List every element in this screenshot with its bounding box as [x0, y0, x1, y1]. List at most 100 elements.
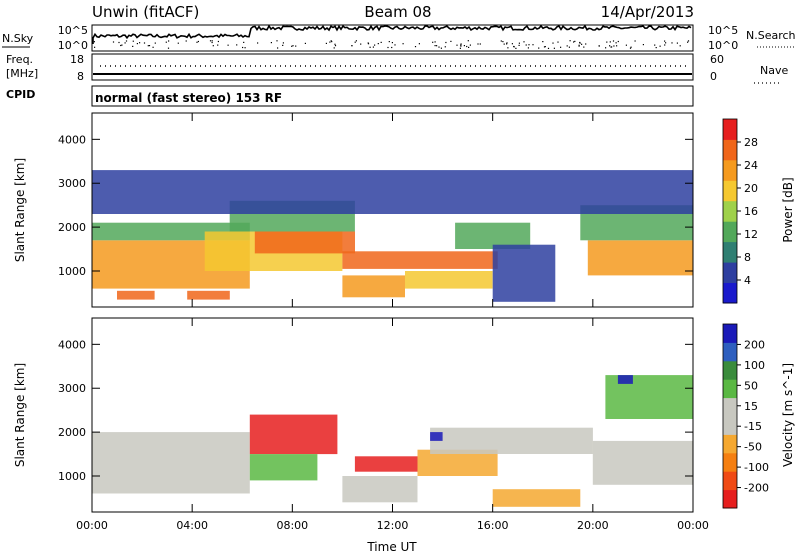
colorbar-segment: [723, 397, 737, 417]
nsearch-dot: [525, 44, 527, 46]
nsearch-dot: [93, 41, 95, 43]
nsearch-dot: [676, 42, 678, 44]
band-8: [592, 440, 693, 485]
colorbar-segment: [723, 159, 737, 181]
nsearch-dot: [177, 42, 179, 44]
colorbar-segment: [723, 241, 737, 263]
colorbar-tick-label: 15: [744, 400, 758, 413]
colorbar-tick-label: -200: [744, 482, 769, 495]
nsearch-dot: [367, 43, 370, 45]
band-3: [354, 456, 418, 472]
nsearch-dot: [391, 46, 393, 49]
nsearch-dot: [507, 47, 509, 49]
band-8: [455, 222, 531, 249]
nsearch-dot: [560, 46, 562, 48]
colorbar-tick-label: -100: [744, 461, 769, 474]
nsearch-dot: [211, 40, 213, 42]
nsearch-dot: [236, 44, 238, 46]
nsearch-dot: [132, 45, 134, 47]
nsearch-dot: [444, 46, 446, 48]
nsky-label: N.Sky: [2, 32, 34, 45]
nsearch-dot: [609, 45, 611, 47]
nsearch-dot: [634, 40, 636, 42]
nsky-tick-bottom-left: 10^0: [58, 39, 88, 52]
nsearch-dot: [391, 42, 393, 44]
colorbar-tick-label: 50: [744, 379, 758, 392]
nsearch-dot: [388, 41, 390, 43]
nsearch-dot: [463, 45, 465, 47]
nsearch-dot: [479, 43, 481, 45]
y-tick-label: 1000: [58, 470, 86, 483]
colorbar-tick-label: 20: [744, 182, 758, 195]
y-tick-label: 2000: [58, 221, 86, 234]
colorbar-tick-label: 24: [744, 159, 758, 172]
colorbar-segment: [723, 262, 737, 283]
heatmap-cells: [92, 375, 693, 507]
nsearch-dot: [578, 44, 580, 46]
colorbar-tick-label: 28: [744, 136, 758, 149]
nsearch-dot: [527, 47, 529, 49]
y-tick-label: 4000: [58, 133, 86, 146]
colorbar-tick-label: 100: [744, 359, 765, 372]
nsearch-dot: [469, 44, 471, 46]
nsearch-dot: [434, 45, 436, 47]
nsearch-dot: [544, 46, 546, 48]
band-1: [249, 414, 338, 455]
nsearch-dot: [500, 40, 502, 42]
colorbar-segment: [723, 119, 737, 140]
colorbar-segment: [723, 379, 737, 399]
nsearch-dot: [355, 40, 357, 42]
nsearch-dot: [331, 41, 333, 43]
nsearch-dot: [518, 44, 520, 46]
nsearch-dot: [679, 45, 681, 47]
nsearch-dot: [282, 42, 284, 44]
beam-title: Beam 08: [364, 3, 431, 21]
nsearch-dot: [414, 46, 417, 48]
band-13: [117, 290, 155, 300]
nsearch-dot: [282, 44, 284, 46]
band-10: [430, 432, 443, 441]
nsearch-dot: [625, 44, 627, 46]
nsearch-dot: [387, 46, 389, 49]
nsearch-dot: [436, 45, 438, 47]
band-5: [342, 476, 418, 503]
colorbar-tick-label: -50: [744, 441, 762, 454]
nsearch-dot: [605, 47, 607, 49]
colorbar-title: Velocity [m s^-1]: [781, 363, 795, 467]
nsearch-dot: [654, 44, 656, 46]
heatmap-cells: [92, 170, 693, 302]
nsearch-dot: [139, 42, 141, 44]
nsearch-dot: [197, 40, 199, 43]
colorbar-segment: [723, 180, 737, 202]
band-12: [92, 170, 693, 214]
nsearch-dot: [167, 47, 170, 49]
nsearch-dot: [585, 43, 587, 45]
colorbar-segment: [723, 452, 737, 472]
nsearch-dot: [209, 40, 212, 42]
nave-tick-bottom: 0: [710, 70, 717, 83]
freq-label: Freq.: [6, 53, 33, 66]
nsearch-dot: [687, 40, 690, 42]
cpid-text: normal (fast stereo) 153 RF: [95, 91, 282, 105]
nsearch-dot: [574, 40, 576, 42]
nsearch-dot: [147, 45, 149, 47]
colorbar-segment: [723, 221, 737, 243]
nsearch-dot: [440, 47, 442, 49]
nsearch-dot: [664, 44, 666, 46]
nave-label: Nave: [760, 64, 788, 77]
colorbar-tick-label: 4: [744, 274, 751, 287]
colorbar-title: Power [dB]: [781, 177, 795, 242]
colorbar-segment: [723, 282, 737, 304]
colorbar-segment: [723, 360, 737, 380]
cpid-panel-frame: [91, 85, 694, 107]
nsearch-dot: [185, 40, 187, 42]
band-6: [430, 427, 593, 454]
nsearch-dot: [528, 44, 530, 46]
nsearch-dot: [377, 43, 379, 45]
nsearch-dot: [292, 45, 294, 47]
nsearch-dot: [664, 40, 666, 42]
nsearch-dot: [445, 41, 447, 44]
nsearch-dot: [503, 43, 505, 45]
nsearch-dot: [124, 42, 126, 44]
freq-tick-top: 18: [70, 53, 84, 66]
